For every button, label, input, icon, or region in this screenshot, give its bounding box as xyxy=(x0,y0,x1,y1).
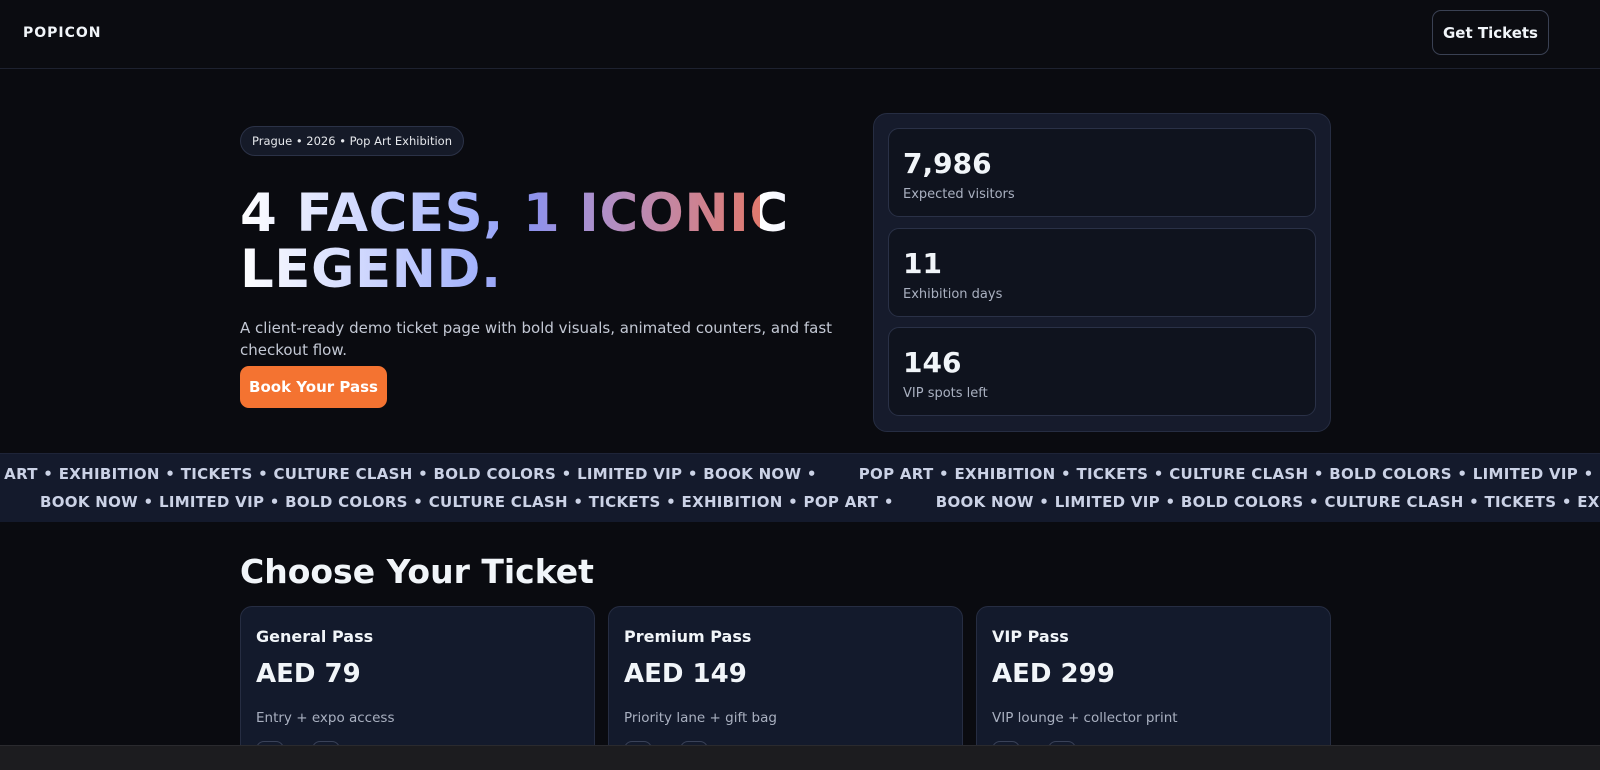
stat-value: 7,986 xyxy=(903,147,992,180)
ticket-desc: Priority lane + gift bag xyxy=(624,710,777,726)
marquee-row-2: BOOK NOW • LIMITED VIP • BOLD COLORS • C… xyxy=(40,493,1600,511)
marquee-row-1: POP ART • EXHIBITION • TICKETS • CULTURE… xyxy=(0,465,1600,483)
get-tickets-button[interactable]: Get Tickets xyxy=(1432,10,1549,55)
marquee-text: POP ART • EXHIBITION • TICKETS • CULTURE… xyxy=(858,465,1600,483)
ticket-card-premium[interactable]: Premium Pass AED 149 Priority lane + gif… xyxy=(608,606,963,769)
ticket-card-general[interactable]: General Pass AED 79 Entry + expo access xyxy=(240,606,595,769)
ticket-card-vip[interactable]: VIP Pass AED 299 VIP lounge + collector … xyxy=(976,606,1331,769)
ticket-desc: Entry + expo access xyxy=(256,710,395,726)
logo[interactable]: POPICON xyxy=(23,25,102,41)
hero-title: 4 FACES, 1 ICONIC LEGEND. xyxy=(240,186,800,298)
ticket-name: VIP Pass xyxy=(992,627,1069,646)
ticket-price: AED 79 xyxy=(256,659,361,689)
ticket-name: Premium Pass xyxy=(624,627,752,646)
hero-title-line2: LEGEND. xyxy=(240,242,800,298)
ticket-name: General Pass xyxy=(256,627,374,646)
ticket-price: AED 149 xyxy=(624,659,747,689)
stats-panel: 7,986 Expected visitors 11 Exhibition da… xyxy=(873,113,1331,432)
stat-label: VIP spots left xyxy=(903,386,988,401)
event-tag: Prague • 2026 • Pop Art Exhibition xyxy=(240,126,464,156)
stat-value: 146 xyxy=(903,346,962,379)
ticket-price: AED 299 xyxy=(992,659,1115,689)
top-nav: POPICON Get Tickets xyxy=(0,0,1600,69)
stat-label: Exhibition days xyxy=(903,287,1003,302)
ticket-desc: VIP lounge + collector print xyxy=(992,710,1178,726)
marquee-text: POP ART • EXHIBITION • TICKETS • CULTURE… xyxy=(0,465,817,483)
hero-title-line1: 4 FACES, 1 ICONIC xyxy=(240,186,800,242)
stat-label: Expected visitors xyxy=(903,187,1015,202)
book-pass-button[interactable]: Book Your Pass xyxy=(240,366,387,408)
stat-card: 7,986 Expected visitors xyxy=(888,128,1316,217)
stat-value: 11 xyxy=(903,247,942,280)
marquee-text: BOOK NOW • LIMITED VIP • BOLD COLORS • C… xyxy=(40,493,894,511)
marquee-banner: POP ART • EXHIBITION • TICKETS • CULTURE… xyxy=(0,453,1600,522)
stat-card: 146 VIP spots left xyxy=(888,327,1316,416)
bottom-taskbar xyxy=(0,745,1600,770)
hero-subtitle: A client-ready demo ticket page with bol… xyxy=(240,319,833,359)
marquee-text: BOOK NOW • LIMITED VIP • BOLD COLORS • C… xyxy=(935,493,1600,511)
tickets-heading: Choose Your Ticket xyxy=(240,552,594,591)
stat-card: 11 Exhibition days xyxy=(888,228,1316,317)
